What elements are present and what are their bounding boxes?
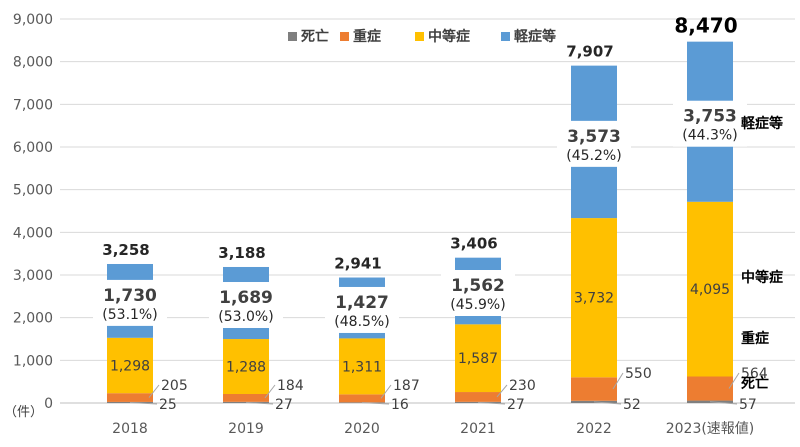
x-tick-label: 2019 — [228, 421, 264, 437]
legend-swatch — [415, 32, 424, 41]
data-label-severe: 184 — [277, 378, 304, 394]
data-label-severe: 205 — [161, 378, 188, 394]
leader-line — [148, 384, 160, 398]
data-label-mild: 1,730 — [103, 286, 157, 306]
data-label-severe: 230 — [509, 378, 536, 394]
leader-line — [361, 402, 390, 405]
y-tick-label: 0 — [44, 396, 53, 412]
y-tick-label: 6,000 — [13, 140, 53, 156]
x-tick-label: 2023(速報値) — [666, 421, 755, 437]
bar-segment-severe — [687, 376, 733, 401]
bar-segment-moderate — [687, 201, 733, 377]
leader-line — [380, 384, 392, 399]
series-side-label: 死亡 — [740, 375, 769, 392]
y-tick-label: 2,000 — [13, 311, 53, 327]
data-label-mild-share: (44.3%) — [682, 128, 737, 144]
leader-line — [612, 372, 624, 390]
data-label-severe: 564 — [741, 366, 768, 382]
bar-segment-severe — [223, 393, 269, 402]
data-label-total: 3,258 — [102, 241, 149, 259]
bar-segment-moderate — [571, 218, 617, 378]
label-box — [441, 270, 515, 316]
data-label-mild: 1,562 — [451, 276, 505, 296]
bar-segment-moderate — [455, 324, 501, 393]
legend-swatch — [501, 32, 510, 41]
data-label-mild: 3,573 — [567, 127, 621, 147]
data-label-death: 57 — [739, 397, 757, 413]
data-label-total: 3,188 — [218, 244, 265, 262]
data-label-mild-share: (53.1%) — [102, 307, 157, 323]
data-label-death: 16 — [391, 397, 409, 413]
leader-line — [496, 384, 508, 398]
data-label-mild: 1,427 — [335, 293, 389, 313]
legend-label: 中等症 — [428, 28, 470, 45]
x-tick-label: 2022 — [576, 421, 612, 437]
data-label-death: 27 — [507, 397, 525, 413]
data-label-total: 7,907 — [566, 43, 613, 61]
data-label-severe: 550 — [625, 366, 652, 382]
data-label-death: 27 — [275, 397, 293, 413]
data-label-mild-share: (48.5%) — [334, 314, 389, 330]
label-box — [209, 282, 283, 329]
data-label-moderate: 1,311 — [342, 359, 382, 375]
legend-label: 死亡 — [300, 28, 329, 45]
x-tick-label: 2021 — [460, 421, 496, 437]
leader-line — [728, 372, 740, 389]
leader-line — [264, 384, 276, 399]
bar-segment-severe — [455, 392, 501, 402]
data-label-moderate: 1,298 — [110, 358, 150, 374]
label-box — [325, 286, 399, 333]
series-side-label: 軽症等 — [741, 115, 783, 132]
leader-line — [477, 401, 506, 405]
data-label-mild: 3,753 — [683, 107, 737, 127]
label-box — [557, 120, 631, 167]
bar-segment-moderate — [107, 337, 153, 394]
data-label-total: 8,470 — [674, 14, 737, 38]
data-label-moderate: 1,288 — [226, 360, 266, 376]
y-tick-label: 3,000 — [13, 268, 53, 284]
leader-line — [129, 401, 158, 405]
y-tick-label: 8,000 — [13, 55, 53, 71]
data-label-moderate: 1,587 — [458, 351, 498, 367]
data-label-total: 3,406 — [450, 235, 497, 253]
bar-segment-severe — [339, 394, 385, 403]
bar-segment-severe — [107, 393, 153, 402]
data-label-mild-share: (53.0%) — [218, 309, 273, 325]
y-tick-label: 1,000 — [13, 353, 53, 369]
y-tick-label: 7,000 — [13, 97, 53, 113]
series-side-label: 重症 — [741, 330, 769, 347]
data-label-total: 2,941 — [334, 255, 381, 273]
label-box — [93, 279, 167, 326]
data-label-death: 25 — [159, 397, 177, 413]
x-tick-label: 2020 — [344, 421, 380, 437]
data-label-moderate: 3,732 — [574, 291, 614, 307]
data-label-death: 52 — [623, 397, 641, 413]
data-label-mild: 1,689 — [219, 288, 273, 308]
data-label-mild-share: (45.2%) — [566, 148, 621, 164]
leader-line — [245, 401, 274, 405]
leader-line — [709, 401, 738, 405]
bar-segment-moderate — [339, 338, 385, 395]
label-box — [673, 100, 747, 147]
y-tick-label: 9,000 — [13, 12, 53, 28]
legend-swatch — [340, 32, 349, 41]
unit-label: （件） — [4, 405, 43, 420]
bar-segment-moderate — [223, 339, 269, 394]
y-tick-label: 4,000 — [13, 225, 53, 241]
y-tick-label: 5,000 — [13, 183, 53, 199]
data-label-severe: 187 — [393, 378, 420, 394]
series-side-label: 中等症 — [741, 269, 783, 286]
data-label-mild-share: (45.9%) — [450, 297, 505, 313]
legend-label: 重症 — [353, 28, 381, 45]
bar-segment-severe — [571, 377, 617, 401]
legend-label: 軽症等 — [514, 28, 556, 45]
leader-line — [593, 401, 622, 405]
legend-swatch — [288, 32, 297, 41]
x-tick-label: 2018 — [112, 421, 148, 437]
data-label-moderate: 4,095 — [690, 282, 730, 298]
